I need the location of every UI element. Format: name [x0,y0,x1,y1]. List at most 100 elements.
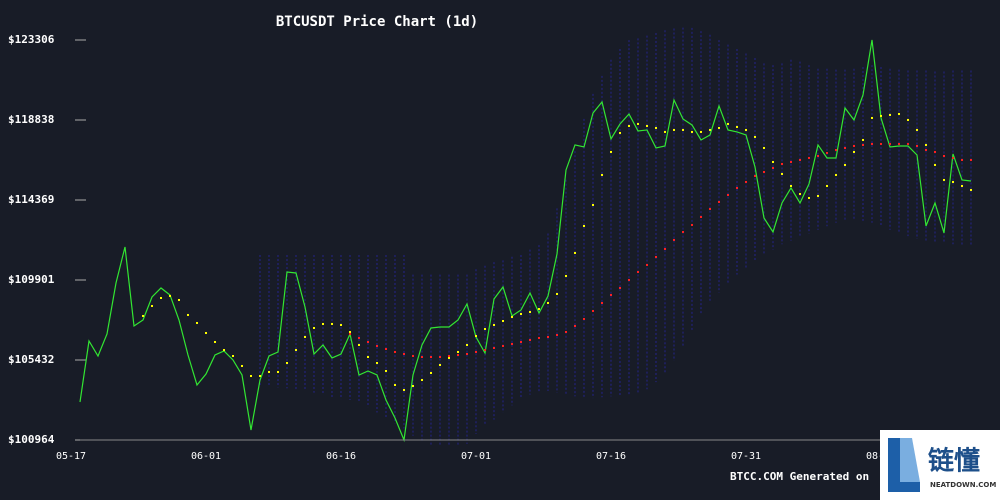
ma-dot [862,143,864,146]
ma-dot [727,122,729,125]
ma-dot [601,301,603,304]
ma-dot [142,314,144,317]
ma-dot [700,130,702,133]
ma-dot [385,369,387,372]
ma-dot [763,170,765,173]
ma-dot [898,142,900,145]
ma-dot [160,296,162,299]
ma-dot [664,130,666,133]
ma-dot [781,172,783,175]
ma-dot [754,135,756,138]
ma-dot [529,338,531,341]
ma-dot [673,238,675,241]
ma-dot [241,364,243,367]
ma-dot [556,292,558,295]
ma-dot [322,322,324,325]
ma-dot [943,178,945,181]
ma-dot [493,346,495,349]
y-tick-label: $118838 [8,113,54,126]
y-tick-label: $100964 [8,433,55,446]
ma-dot [403,352,405,355]
x-tick-label: 07-31 [731,451,761,462]
ma-dot [430,355,432,358]
ma-dot [817,154,819,157]
plot-area: $100964 $105432 $109901 $114369 $118838 $1233… [8,27,972,462]
ma-dot [853,144,855,147]
ma-dot [700,215,702,218]
ma-dot [502,319,504,322]
ma-dot [790,184,792,187]
ma-dot [835,148,837,151]
ma-dot [628,124,630,127]
ma-dot [880,114,882,117]
ma-dot [637,122,639,125]
ma-dot [718,126,720,129]
ma-dot [916,144,918,147]
ma-dot [538,307,540,310]
ma-dot [394,350,396,353]
ma-dot [952,156,954,159]
ma-dot [151,304,153,307]
x-tick-label: 05-17 [56,451,86,462]
ma-dot [934,163,936,166]
ma-dot [457,353,459,356]
ma-dot [565,330,567,333]
ma-dot [961,158,963,161]
ma-dot [412,354,414,357]
ma-dot [925,148,927,151]
ma-dot [583,224,585,227]
ma-dot [826,151,828,154]
ma-dot [619,131,621,134]
ma-dot [538,336,540,339]
ma-dot [340,323,342,326]
ma-dot [943,154,945,157]
ma-dot [421,355,423,358]
ma-dot [304,335,306,338]
ma-dot [754,174,756,177]
ma-dot [907,118,909,121]
ma-dot [331,322,333,325]
ma-dot [349,332,351,335]
ma-dot [520,340,522,343]
ma-dot [223,348,225,351]
ma-dot [277,371,279,374]
ma-dot [475,334,477,337]
ma-dot [196,321,198,324]
ma-dot [610,293,612,296]
ma-dot [970,158,972,161]
ma-dot [457,350,459,353]
ma-dot [646,263,648,266]
ma-dot [907,142,909,145]
watermark-logo-shade [900,438,920,482]
footer: BTCC.COM Generated on [730,470,869,483]
ma-dot [592,203,594,206]
ma-dot [268,371,270,374]
watermark: 链懂 NEATDOWN.COM [880,430,1000,500]
watermark-url: NEATDOWN.COM [930,481,996,489]
ma-dot [466,343,468,346]
y-tick-label: $105432 [8,353,54,366]
ma-dot [547,301,549,304]
ma-dot [502,344,504,347]
ma-dot [682,230,684,233]
ma-dot [889,142,891,145]
ma-dot [574,251,576,254]
ma-dot [529,310,531,313]
ma-dot [484,327,486,330]
ma-dot [178,298,180,301]
ma-dot [970,188,972,191]
ma-dot [808,196,810,199]
ma-dot [646,124,648,127]
ma-dot [385,347,387,350]
ma-dot [430,371,432,374]
ma-dot [862,138,864,141]
ma-dot [556,333,558,336]
ma-dot [871,142,873,145]
ma-dot [691,130,693,133]
ma-dot [448,356,450,359]
ma-dot [592,309,594,312]
ma-dot [898,112,900,115]
ma-dot [421,378,423,381]
ma-dot [736,125,738,128]
ma-dot [349,330,351,333]
